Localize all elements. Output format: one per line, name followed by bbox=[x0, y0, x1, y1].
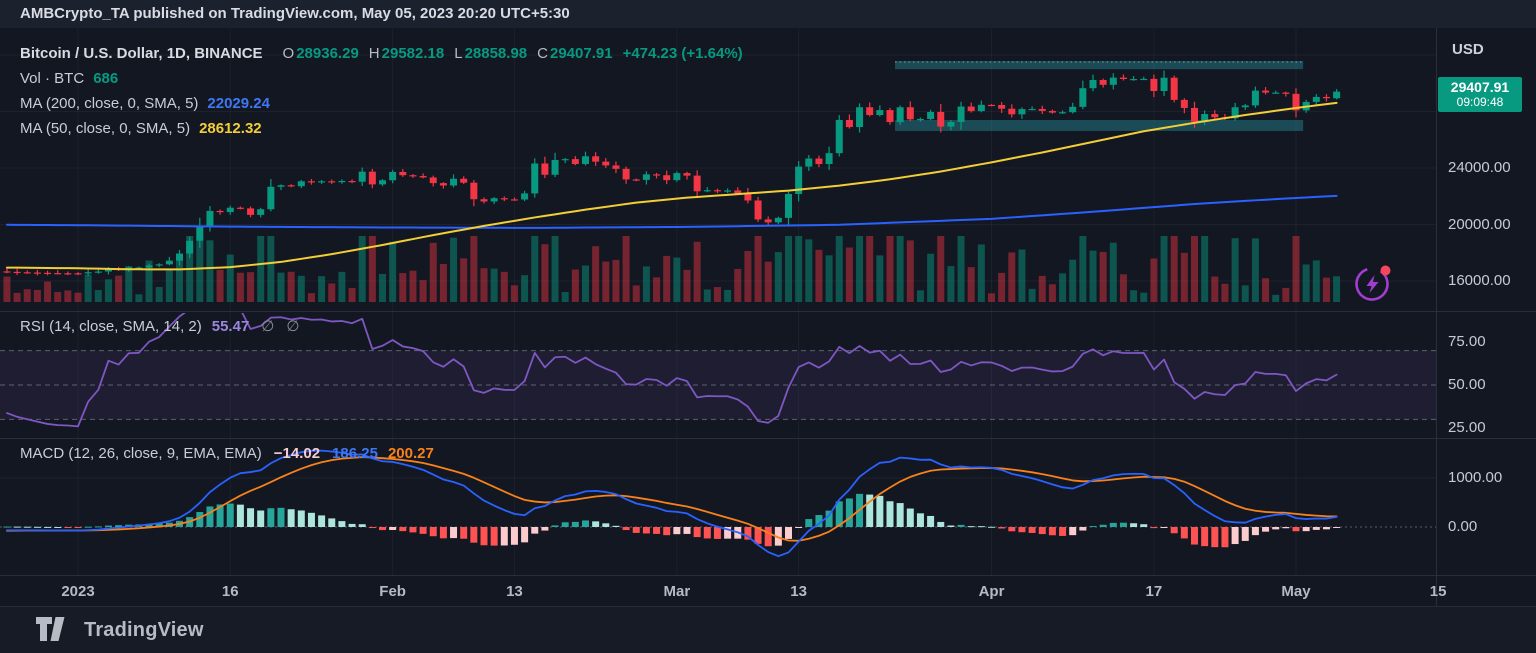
rsi-legend: RSI (14, close, SMA, 14, 2) 55.47 ∅ ∅ bbox=[20, 317, 299, 337]
time-axis-tick[interactable]: Feb bbox=[379, 583, 406, 600]
ohlc-close-value: 29407.91 bbox=[549, 45, 613, 62]
last-price: 29407.91 bbox=[1450, 79, 1510, 95]
price-axis-label[interactable]: 16000.00 bbox=[1448, 272, 1511, 289]
ma200-label: MA (200, close, 0, SMA, 5) bbox=[20, 95, 199, 112]
time-axis-tick[interactable]: 13 bbox=[506, 583, 523, 600]
price-axis-label[interactable]: 24000.00 bbox=[1448, 159, 1511, 176]
lightning-action-button[interactable] bbox=[1350, 258, 1398, 306]
ohlc-open-label: O bbox=[282, 45, 295, 62]
volume-value: 686 bbox=[93, 70, 119, 87]
price-axis-label[interactable]: 20000.00 bbox=[1448, 215, 1511, 233]
last-price-badge: 29407.91 09:09:48 bbox=[1438, 77, 1522, 112]
macd-label: MACD (12, 26, close, 9, EMA, EMA) bbox=[20, 445, 262, 462]
ohlc-low-label: L bbox=[454, 45, 463, 62]
bar-countdown: 09:09:48 bbox=[1456, 95, 1504, 109]
macd-axis-label[interactable]: 1000.00 bbox=[1448, 469, 1503, 486]
time-axis-tick[interactable]: Apr bbox=[978, 583, 1005, 600]
time-axis-tick[interactable]: May bbox=[1281, 583, 1311, 600]
macd-axis-label[interactable]: 0.00 bbox=[1448, 518, 1478, 535]
ma200-value: 22029.24 bbox=[207, 95, 270, 112]
rsi-label: RSI (14, close, SMA, 14, 2) bbox=[20, 318, 202, 335]
volume-label: Vol · BTC bbox=[20, 70, 85, 87]
symbol-title[interactable]: Bitcoin / U.S. Dollar, 1D, BINANCE bbox=[20, 45, 263, 62]
ohlc-low-value: 28858.98 bbox=[464, 45, 528, 62]
rsi-value: 55.47 bbox=[211, 318, 250, 335]
macd-hist-value: −14.02 bbox=[273, 445, 321, 462]
change-value: +474.23 (+1.64%) bbox=[622, 45, 743, 62]
tradingview-wordmark: TradingView bbox=[84, 618, 204, 641]
ohlc-close-label: C bbox=[537, 45, 548, 62]
ohlc-high-value: 29582.18 bbox=[381, 45, 445, 62]
notification-dot bbox=[1380, 265, 1391, 276]
ohlc-high-label: H bbox=[368, 45, 380, 62]
price-chart-canvas[interactable] bbox=[0, 28, 1536, 606]
rsi-axis-label[interactable]: 75.00 bbox=[1448, 333, 1486, 350]
time-axis-tick[interactable]: 15 bbox=[1429, 583, 1447, 600]
ohlc-open-value: 28936.29 bbox=[296, 45, 359, 62]
macd-line-value: 186.25 bbox=[332, 445, 378, 462]
ma200-legend: MA (200, close, 0, SMA, 5) 22029.24 bbox=[20, 95, 270, 115]
ma50-value: 28612.32 bbox=[199, 120, 262, 137]
time-axis-tick[interactable]: 2023 bbox=[61, 583, 95, 600]
volume-legend: Vol · BTC 686 bbox=[20, 70, 118, 90]
attribution-bar: AMBCrypto_TA published on TradingView.co… bbox=[0, 0, 1536, 28]
time-axis-tick[interactable]: Mar bbox=[663, 583, 691, 600]
rsi-axis-label[interactable]: 25.00 bbox=[1448, 419, 1486, 436]
rsi-axis-label[interactable]: 50.00 bbox=[1448, 376, 1486, 393]
macd-signal-value: 200.27 bbox=[387, 445, 434, 462]
tradingview-logo-link[interactable]: TradingView bbox=[36, 617, 204, 643]
footer-bar: TradingView bbox=[0, 606, 1536, 653]
ma50-legend: MA (50, close, 0, SMA, 5) 28612.32 bbox=[20, 120, 262, 140]
time-axis-tick[interactable]: 16 bbox=[221, 583, 239, 600]
main-chart-legend: Bitcoin / U.S. Dollar, 1D, BINANCE O 28936… bbox=[20, 45, 743, 65]
time-axis-tick[interactable]: 13 bbox=[790, 583, 807, 600]
currency-label: USD bbox=[1452, 41, 1484, 58]
rsi-lower-band-empty: ∅ bbox=[286, 318, 300, 335]
rsi-upper-band-empty: ∅ bbox=[261, 318, 275, 335]
lightning-icon bbox=[1355, 265, 1391, 301]
time-axis-tick[interactable]: 17 bbox=[1145, 583, 1163, 600]
attribution-text: AMBCrypto_TA published on TradingView.co… bbox=[20, 5, 570, 22]
tradingview-logo-icon bbox=[36, 617, 65, 641]
ma50-label: MA (50, close, 0, SMA, 5) bbox=[20, 120, 191, 137]
macd-legend: MACD (12, 26, close, 9, EMA, EMA) −14.02 1… bbox=[20, 445, 434, 465]
